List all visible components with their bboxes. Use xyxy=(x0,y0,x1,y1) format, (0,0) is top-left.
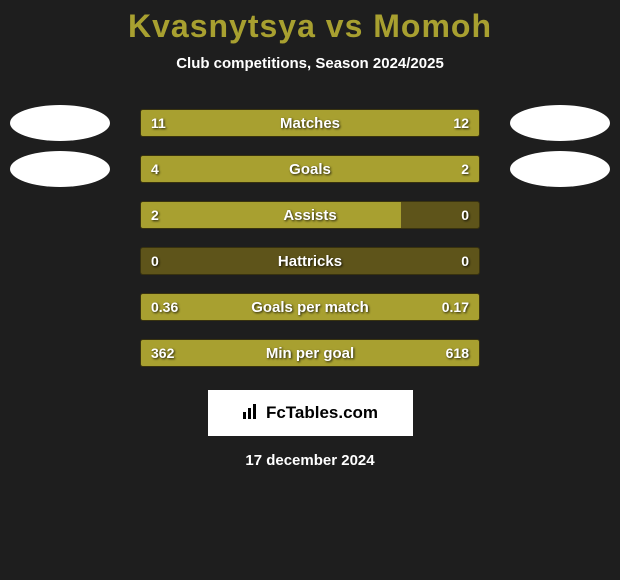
metric-value-right: 618 xyxy=(436,340,479,366)
metric-value-left: 11 xyxy=(141,110,176,136)
metric-row: 0 0Hattricks xyxy=(0,238,620,284)
metric-bar-track: 1112Matches xyxy=(140,109,480,137)
metric-row: 362618Min per goal xyxy=(0,330,620,376)
metric-bar-track: 0.360.17Goals per match xyxy=(140,293,480,321)
player-avatar-left xyxy=(10,105,110,141)
metric-label: Hattricks xyxy=(141,248,479,274)
metric-rows: 1112Matches42Goals20Assists00Hattricks0.… xyxy=(0,100,620,376)
metric-value-right: 0 xyxy=(451,248,479,274)
page-subtitle: Club competitions, Season 2024/2025 xyxy=(0,55,620,72)
metric-row: 0.360.17Goals per match xyxy=(0,284,620,330)
metric-value-left: 4 xyxy=(141,156,169,182)
brand-logo[interactable]: FcTables.com xyxy=(208,390,413,436)
footer-date: 17 december 2024 xyxy=(0,452,620,469)
metric-value-right: 12 xyxy=(443,110,479,136)
player-avatar-left xyxy=(10,151,110,187)
metric-bar-fill-left xyxy=(141,202,401,228)
metric-value-left: 362 xyxy=(141,340,184,366)
metric-bar-track: 20Assists xyxy=(140,201,480,229)
player-avatar-right xyxy=(510,105,610,141)
chart-icon xyxy=(242,402,260,425)
metric-value-right: 2 xyxy=(451,156,479,182)
metric-value-left: 0 xyxy=(141,248,169,274)
metric-bar-fill-left xyxy=(141,156,366,182)
metric-bar-track: 42Goals xyxy=(140,155,480,183)
player-avatar-right xyxy=(510,151,610,187)
metric-bar-track: 362618Min per goal xyxy=(140,339,480,367)
page-title: Kvasnytsya vs Momoh xyxy=(0,8,620,45)
brand-logo-text: FcTables.com xyxy=(266,403,378,423)
metric-row: 42Goals xyxy=(0,146,620,192)
metric-value-left: 0.36 xyxy=(141,294,188,320)
metric-row: 20Assists xyxy=(0,192,620,238)
metric-value-right: 0.17 xyxy=(432,294,479,320)
metric-bar-track: 0 0Hattricks xyxy=(140,247,480,275)
metric-row: 1112Matches xyxy=(0,100,620,146)
metric-value-right: 0 xyxy=(451,202,479,228)
metric-value-left: 2 xyxy=(141,202,169,228)
comparison-card: Kvasnytsya vs Momoh Club competitions, S… xyxy=(0,0,620,469)
